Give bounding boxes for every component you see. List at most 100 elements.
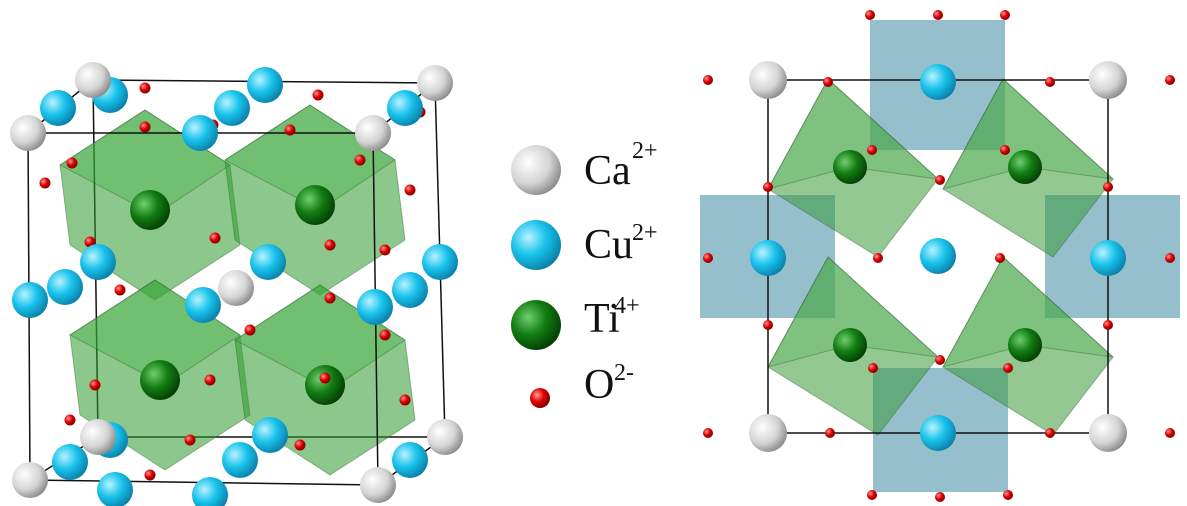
cu-atom — [192, 477, 228, 506]
ca-atom — [10, 115, 46, 151]
cu-atom — [182, 115, 218, 151]
o-atom — [324, 292, 336, 304]
o-atom — [865, 10, 875, 20]
legend-charge: 4+ — [614, 293, 640, 319]
o-atom — [379, 329, 391, 341]
o-atom — [1000, 145, 1010, 155]
ti-atom — [833, 328, 867, 362]
o-atom — [1165, 253, 1175, 263]
o-atom — [89, 379, 101, 391]
ti-atom — [1008, 150, 1042, 184]
ca-atom — [749, 61, 787, 99]
o-atom — [935, 175, 945, 185]
ca-atom — [80, 419, 116, 455]
cu-atom — [422, 244, 458, 280]
legend: Ca 2+ Cu 2+ Ti 4+ O 2- — [511, 138, 658, 408]
ti-atom — [140, 360, 180, 400]
legend-charge: 2- — [614, 360, 634, 386]
o-atom — [1003, 363, 1013, 373]
legend-charge: 2+ — [632, 220, 658, 246]
ca-atom — [360, 467, 396, 503]
o-atom — [284, 124, 296, 136]
o-atom — [184, 434, 196, 446]
cu-atom — [214, 90, 250, 126]
ti-atom — [833, 150, 867, 184]
o-atom — [114, 284, 126, 296]
o-atom — [1165, 75, 1175, 85]
cu-atom — [357, 289, 393, 325]
o-atom — [354, 154, 366, 166]
cu-atom — [252, 417, 288, 453]
legend-symbol: O — [584, 362, 614, 408]
o-atom — [763, 320, 773, 330]
legend-symbol: Ca — [584, 148, 631, 194]
cu-atom — [920, 64, 956, 100]
o-atom — [139, 121, 151, 133]
o-atom — [312, 89, 324, 101]
o-atom — [1045, 77, 1055, 87]
o-atom — [324, 239, 336, 251]
legend-symbol: Cu — [584, 222, 633, 268]
ca-atom — [427, 419, 463, 455]
ti-atom — [130, 190, 170, 230]
ca-atom — [417, 65, 453, 101]
cu-atom — [392, 272, 428, 308]
o-atom — [209, 232, 221, 244]
o-atom — [64, 414, 76, 426]
legend-ca-sphere — [511, 145, 561, 195]
o-atom — [1165, 428, 1175, 438]
legend-ti-sphere — [511, 300, 561, 350]
o-atom — [868, 363, 878, 373]
ca-atom — [1089, 61, 1127, 99]
legend-o-sphere — [530, 388, 550, 408]
cu-atom — [387, 90, 423, 126]
cu-atom — [750, 240, 786, 276]
ca-atom — [218, 270, 254, 306]
o-atom — [1003, 490, 1013, 500]
o-atom — [703, 75, 713, 85]
ti-atom — [1008, 328, 1042, 362]
projection-structure — [700, 10, 1180, 502]
o-atom — [703, 428, 713, 438]
legend-symbol: Ti — [584, 296, 620, 342]
o-atom — [867, 490, 877, 500]
cu-atom — [80, 244, 116, 280]
o-atom — [1103, 182, 1113, 192]
ca-atom — [75, 62, 111, 98]
cu-atom — [185, 287, 221, 323]
o-atom — [66, 157, 78, 169]
o-atom — [935, 492, 945, 502]
cu-atom — [97, 472, 133, 506]
o-atom — [933, 10, 943, 20]
o-atom — [825, 428, 835, 438]
cu-atom — [12, 282, 48, 318]
o-atom — [399, 394, 411, 406]
ca-atom — [355, 115, 391, 151]
cu-atom — [920, 238, 956, 274]
o-atom — [823, 77, 833, 87]
cu-atom — [247, 67, 283, 103]
perspective-structure — [10, 62, 463, 506]
o-atom — [935, 355, 945, 365]
cu-atom — [392, 442, 428, 478]
legend-charge: 2+ — [632, 138, 658, 164]
o-atom — [867, 145, 877, 155]
ca-atom — [1089, 414, 1127, 452]
o-atom — [84, 236, 96, 248]
o-atom — [244, 324, 256, 336]
cu-atom — [52, 444, 88, 480]
ti-atom — [305, 365, 345, 405]
o-atom — [404, 184, 416, 196]
o-atom — [204, 374, 216, 386]
o-atom — [1045, 428, 1055, 438]
o-atom — [379, 244, 391, 256]
cu-atom — [40, 90, 76, 126]
o-atom — [139, 82, 151, 94]
ti-atom — [295, 185, 335, 225]
ca-atom — [749, 414, 787, 452]
o-atom — [995, 253, 1005, 263]
cu-atom — [47, 269, 83, 305]
cu-atom — [1090, 240, 1126, 276]
o-atom — [763, 182, 773, 192]
